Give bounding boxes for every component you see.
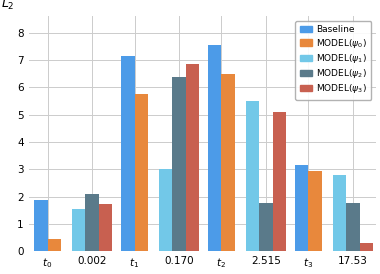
Bar [159, 169, 172, 251]
Bar [273, 112, 286, 251]
Bar [208, 45, 222, 251]
Bar [72, 209, 85, 251]
Bar [135, 94, 148, 251]
Bar [295, 165, 309, 251]
Legend: Baseline, MODEL($\psi_0$), MODEL($\psi_1$), MODEL($\psi_2$), MODEL($\psi_3$): Baseline, MODEL($\psi_0$), MODEL($\psi_1… [295, 21, 371, 100]
Bar [332, 175, 346, 251]
Bar [48, 239, 61, 251]
Bar [186, 64, 199, 251]
Bar [346, 203, 359, 251]
Bar [34, 200, 48, 251]
Bar [222, 74, 235, 251]
Bar [121, 56, 135, 251]
Bar [259, 203, 273, 251]
Bar [245, 101, 259, 251]
Bar [99, 204, 112, 251]
Bar [85, 194, 99, 251]
Bar [359, 243, 373, 251]
Bar [309, 171, 322, 251]
Bar [172, 77, 186, 251]
Y-axis label: $L_2$: $L_2$ [1, 0, 14, 12]
